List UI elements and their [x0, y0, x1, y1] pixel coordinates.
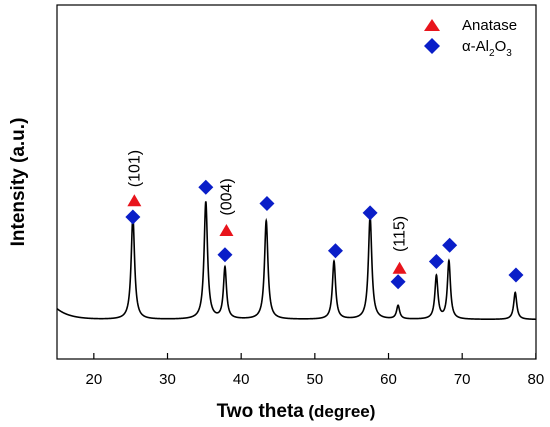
plot-frame — [56, 4, 537, 360]
x-tick-label: 50 — [307, 371, 324, 388]
y-axis-label: Intensity (a.u.) — [8, 118, 29, 247]
alumina-diamond-marker — [327, 243, 343, 259]
xrd-pattern-line — [56, 201, 536, 321]
alumina-diamond-marker — [217, 247, 233, 263]
anatase-triangle-marker — [392, 261, 407, 274]
alumina-diamond-marker — [125, 209, 141, 225]
miller-index-label: (004) — [218, 178, 235, 215]
legend-anatase-marker — [424, 19, 440, 31]
peak-label-group: (101) (004) (115) — [126, 150, 408, 252]
legend-anatase-label: Anatase — [462, 17, 517, 34]
legend-alumina-label: α-Al2O3 — [462, 38, 512, 59]
x-tick-label: 30 — [159, 371, 176, 388]
alumina-diamond-marker — [442, 237, 458, 253]
anatase-triangle-marker — [219, 223, 234, 236]
alumina-diamond-marker — [508, 267, 524, 283]
miller-index-label: (115) — [392, 216, 409, 252]
x-axis-label: Two theta (degree) — [217, 401, 376, 422]
alumina-diamond-marker — [198, 179, 214, 195]
x-tick-label: 20 — [85, 371, 102, 388]
x-tick-group: 20 30 40 50 60 70 80 — [85, 353, 544, 388]
alumina-diamond-marker — [390, 274, 406, 290]
legend: Anatase α-Al2O3 — [424, 17, 517, 59]
legend-alumina-marker — [424, 38, 440, 54]
x-tick-label: 60 — [380, 371, 397, 388]
x-tick-label: 70 — [454, 371, 471, 388]
alumina-diamond-marker — [362, 205, 378, 221]
x-tick-label: 80 — [528, 371, 545, 388]
x-tick-label: 40 — [233, 371, 250, 388]
alumina-diamond-marker — [259, 195, 275, 211]
peak-marker-group — [125, 179, 524, 290]
anatase-triangle-marker — [127, 194, 142, 207]
miller-index-label: (101) — [126, 150, 143, 187]
alumina-diamond-marker — [428, 254, 444, 269]
